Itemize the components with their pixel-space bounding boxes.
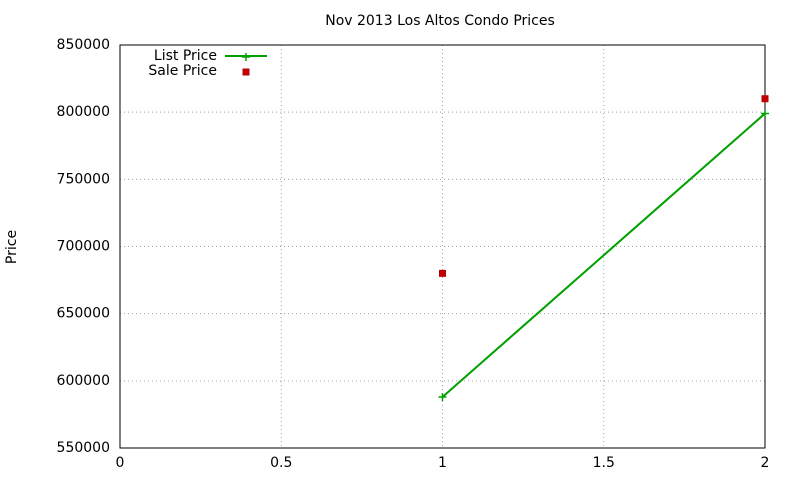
series-line [441, 112, 766, 398]
x-tick-label: 2 [761, 455, 770, 471]
y-tick-label: 650000 [57, 306, 110, 322]
plot-frame [119, 44, 766, 449]
x-tick-label: 0.5 [270, 455, 292, 471]
y-tick-label: 550000 [57, 440, 110, 456]
y-tick-label: 800000 [57, 104, 110, 120]
y-tick-label: 700000 [57, 239, 110, 255]
x-tick-label: 0 [116, 455, 125, 471]
point-marker [439, 269, 446, 277]
point-marker [761, 95, 769, 103]
x-tick-label: 1 [438, 455, 447, 471]
y-tick-label: 850000 [57, 37, 110, 53]
legend-label: List Price [154, 48, 217, 64]
y-axis-label: Price [4, 230, 20, 264]
y-tick-label: 600000 [57, 373, 110, 389]
point-marker [761, 109, 769, 118]
point-marker [438, 392, 447, 401]
point-marker [242, 53, 250, 61]
y-tick-label: 750000 [57, 171, 110, 187]
chart-title: Nov 2013 Los Altos Condo Prices [325, 13, 555, 29]
legend-label: Sale Price [148, 63, 217, 79]
x-tick-label: 1.5 [593, 455, 615, 471]
point-marker [242, 68, 250, 76]
